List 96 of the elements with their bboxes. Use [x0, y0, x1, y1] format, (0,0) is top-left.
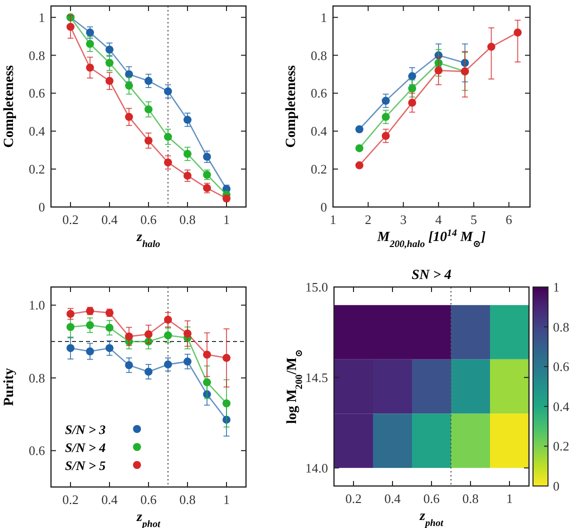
x-tick-label: 0.6 — [423, 491, 440, 506]
y-tick-label: 0.8 — [28, 370, 45, 386]
point — [66, 323, 74, 331]
point — [86, 347, 94, 356]
point — [144, 76, 152, 85]
y-tick-label: 0.8 — [28, 48, 45, 63]
y-tick-label: 0.6 — [28, 443, 46, 458]
color-bar-label: 0 — [553, 478, 560, 494]
point — [86, 321, 94, 330]
point — [382, 96, 390, 105]
point — [222, 354, 230, 362]
point — [184, 358, 192, 366]
point — [203, 350, 211, 359]
point — [222, 399, 230, 408]
color-bar-label: 0.8 — [553, 319, 570, 334]
x-tick-label: 1 — [223, 492, 230, 507]
y-tick-label: 0.6 — [28, 86, 46, 101]
legend-label: S/N > 5 — [65, 458, 106, 473]
x-tick-label: 6 — [506, 212, 513, 227]
point — [355, 125, 364, 134]
point — [355, 144, 364, 152]
x-tick-label: 0.8 — [462, 491, 479, 506]
y-tick-label: 0.8 — [310, 48, 327, 63]
point — [184, 172, 192, 180]
point — [106, 76, 114, 85]
color-bar-label: 0.4 — [553, 398, 570, 414]
point — [66, 22, 74, 31]
x-axis-title: M$_{200,halo}$ [10$^{14}$ M$_{⊙}$] — [376, 228, 486, 250]
point — [164, 87, 172, 96]
point — [203, 378, 211, 386]
point — [164, 331, 172, 340]
x-axis-title: z$_{halo}$ — [136, 230, 160, 250]
x-tick-label: 1 — [223, 212, 230, 227]
y-axis-title: Completeness — [2, 64, 17, 148]
x-tick-label: 0.2 — [345, 491, 362, 506]
y-tick-label: 1 — [320, 10, 327, 25]
chart-title: SN > 4 — [412, 268, 452, 283]
point — [164, 360, 172, 368]
y-axis-title: Purity — [2, 368, 17, 406]
x-tick-label: 0.8 — [179, 212, 196, 227]
x-tick-label: 0.4 — [101, 212, 118, 227]
point — [125, 361, 133, 370]
x-tick-label: 0.2 — [62, 492, 79, 507]
legend-label: S/N > 4 — [65, 440, 106, 455]
point — [106, 344, 114, 352]
point — [355, 161, 364, 170]
point — [164, 158, 172, 166]
y-tick-label: 0.2 — [28, 162, 45, 177]
point — [86, 64, 94, 72]
point — [382, 112, 390, 121]
x-tick-label: 0.4 — [384, 491, 402, 506]
y-tick-label: 14.0 — [305, 460, 328, 476]
point — [164, 132, 172, 141]
y-tick-label: 0 — [320, 200, 327, 214]
y-tick-label: 0.4 — [310, 124, 328, 139]
legend-label: S/N > 3 — [65, 422, 106, 437]
point — [144, 330, 152, 338]
point — [106, 58, 114, 67]
y-tick-label: 0.6 — [310, 86, 328, 101]
x-tick-label: 1 — [506, 491, 513, 506]
point — [144, 105, 152, 114]
x-tick-label: 5 — [470, 212, 477, 227]
point — [184, 150, 192, 158]
x-tick-label: 0.2 — [62, 212, 79, 227]
y-tick-label: 14.5 — [305, 370, 328, 385]
point — [66, 344, 74, 352]
point — [382, 132, 390, 140]
point — [164, 316, 172, 324]
y-tick-label: 0.2 — [310, 162, 327, 177]
point — [125, 332, 133, 340]
point — [514, 28, 522, 37]
y-tick-label: 1 — [38, 10, 45, 25]
y-tick-label: 1.0 — [28, 298, 45, 313]
color-bar-label: 0.2 — [553, 438, 570, 454]
point — [144, 136, 152, 145]
x-axis-title: z$_{phot}$ — [418, 509, 444, 528]
x-tick-label: 0.6 — [140, 212, 158, 227]
x-tick-label: 0.8 — [179, 492, 196, 507]
y-tick-label: 0.4 — [28, 124, 46, 139]
x-tick-label: 0.4 — [101, 492, 118, 507]
y-axis-title: Completeness — [284, 64, 299, 148]
x-tick-label: 0.6 — [140, 492, 158, 507]
point — [203, 152, 211, 161]
point — [125, 112, 133, 121]
x-tick-label: 3 — [400, 212, 407, 227]
point — [106, 324, 114, 332]
y-tick-label: 0 — [38, 200, 45, 214]
x-tick-label: 2 — [364, 212, 372, 227]
color-bar-label: 1 — [553, 280, 560, 294]
point — [184, 330, 192, 338]
color-bar-label: 0.6 — [553, 359, 570, 374]
point — [144, 368, 152, 376]
x-tick-label: 4 — [435, 212, 442, 227]
y-tick-label: 15.0 — [305, 280, 328, 294]
point — [487, 42, 496, 51]
point — [184, 116, 192, 124]
